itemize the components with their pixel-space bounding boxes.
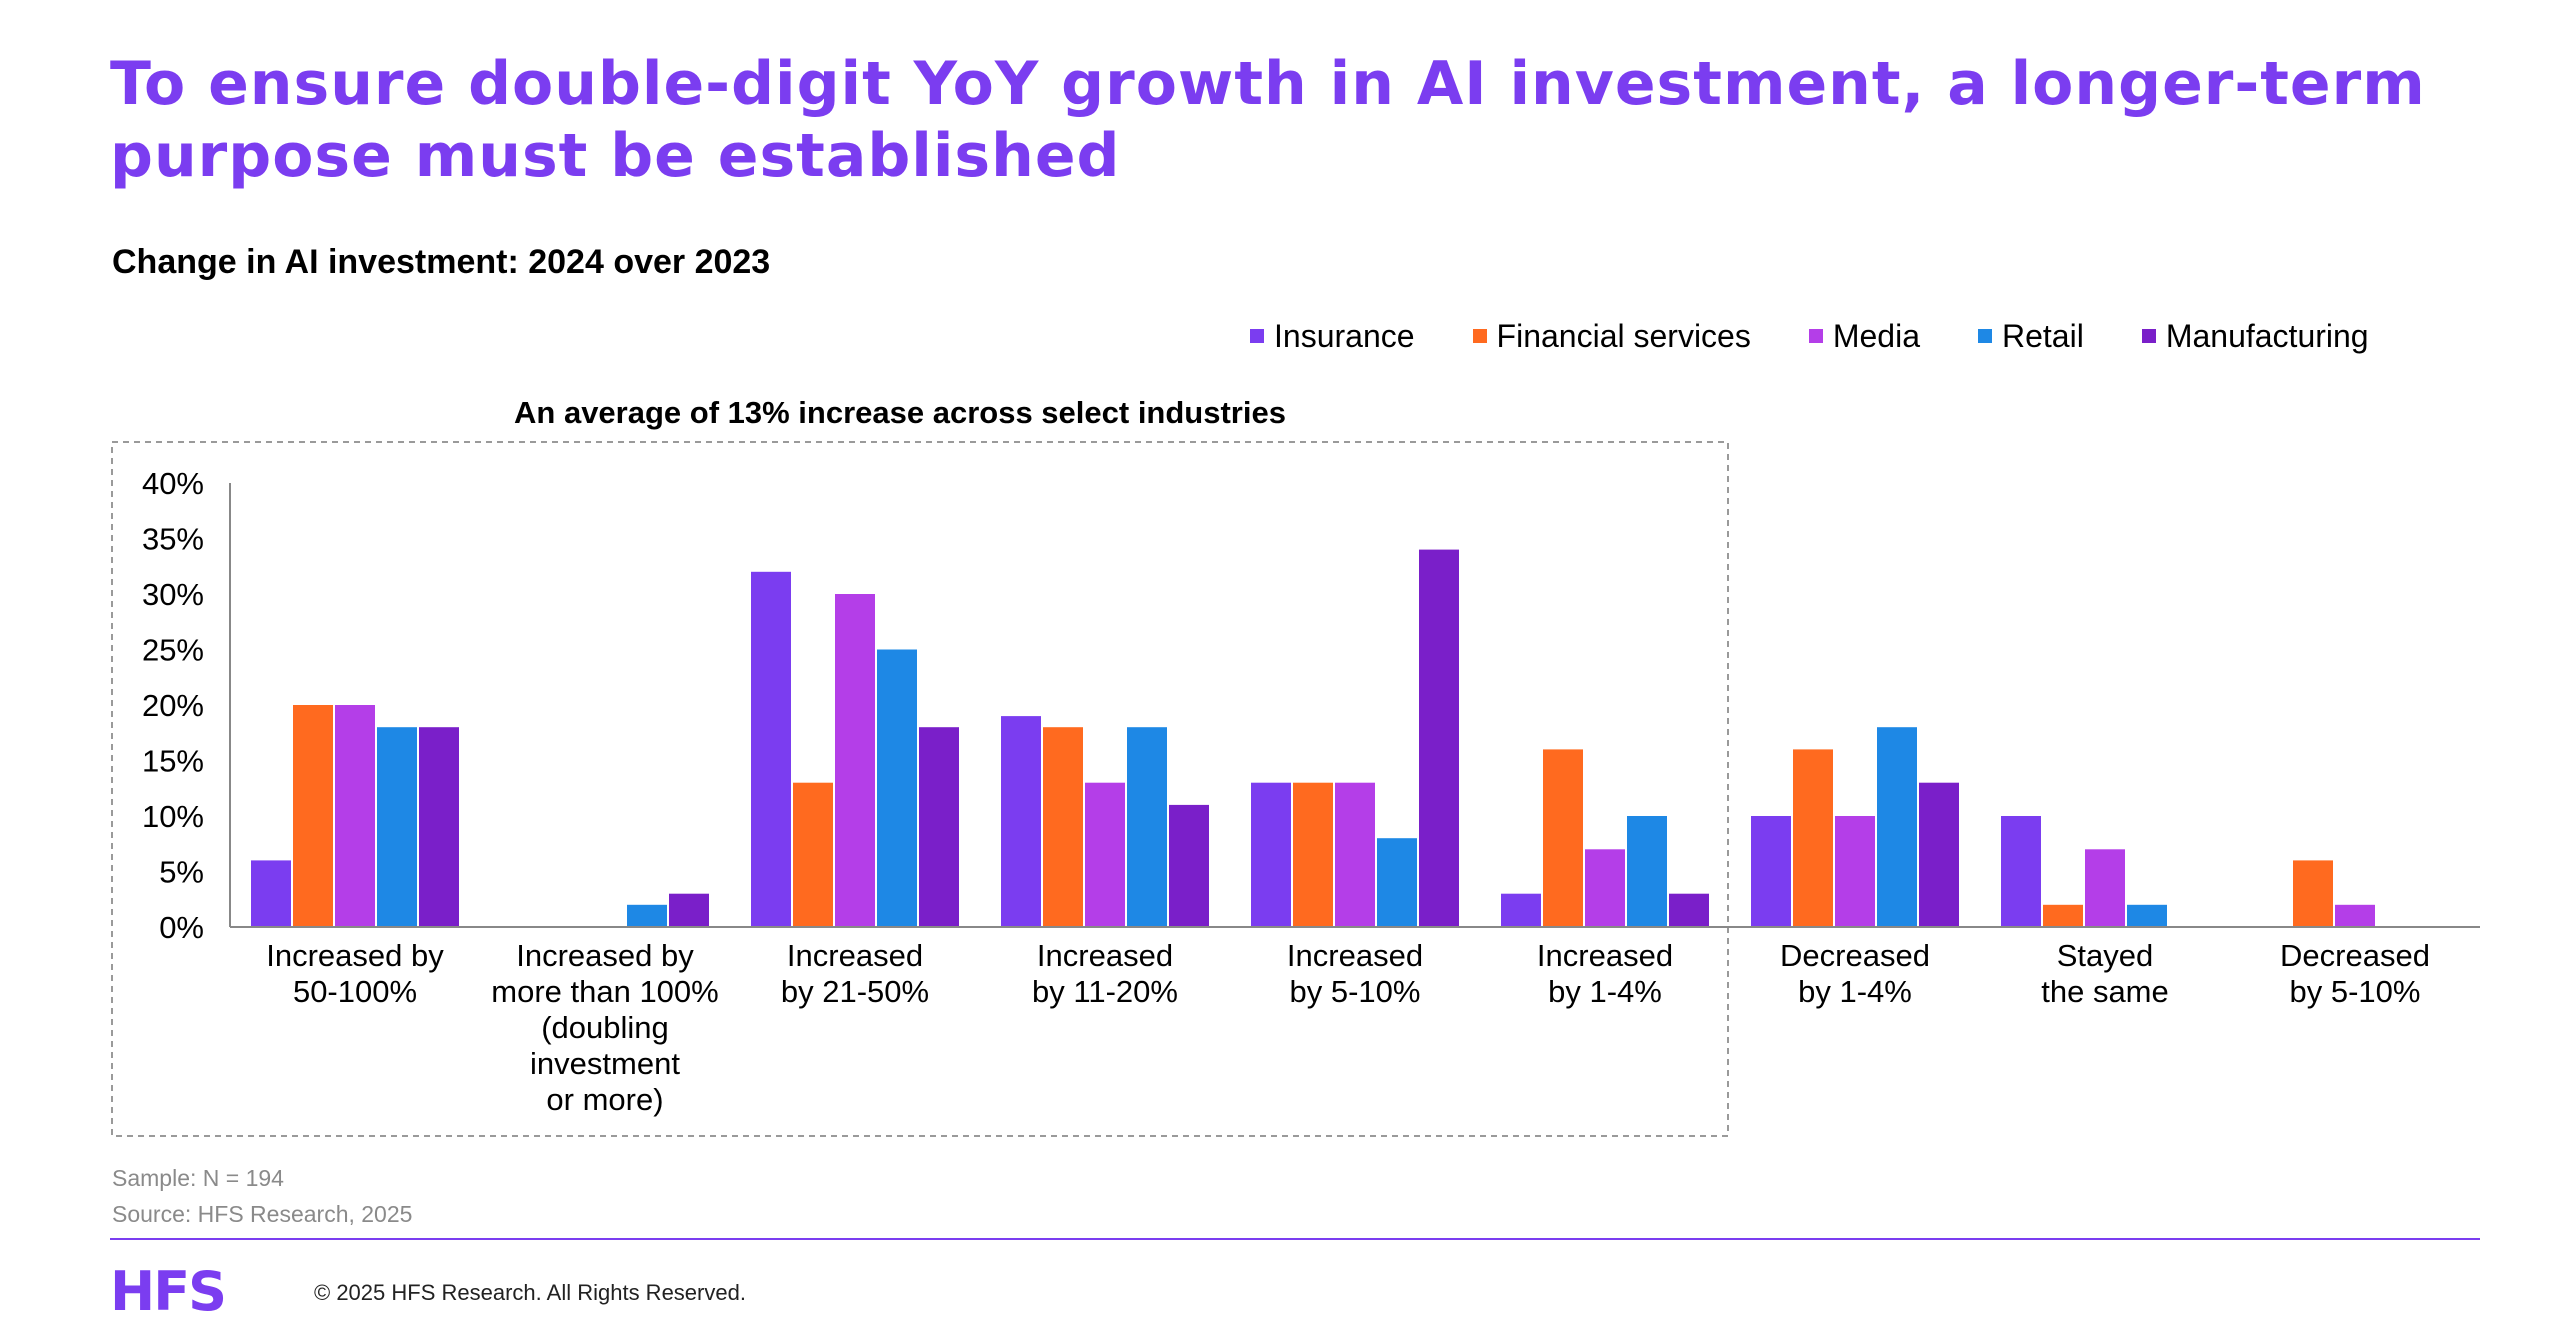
y-tick-label: 30% <box>142 577 204 612</box>
bar-3-4 <box>1377 838 1417 927</box>
legend-swatch <box>1808 329 1823 343</box>
bar-4-0 <box>419 727 459 927</box>
x-tick-label: Increased by 21-50% <box>781 938 929 1009</box>
legend-label: Retail <box>2002 317 2084 354</box>
source-note: Source: HFS Research, 2025 <box>112 1201 413 1227</box>
bar-2-6 <box>1835 816 1875 927</box>
bar-4-3 <box>1169 804 1209 927</box>
y-tick-label: 25% <box>142 633 204 668</box>
chart-notes: Sample: N = 194 Source: HFS Research, 20… <box>112 1160 412 1232</box>
x-tick-label: Increased by 1-4% <box>1537 938 1673 1009</box>
y-tick-label: 15% <box>142 744 204 779</box>
bar-0-5 <box>1501 893 1541 927</box>
bar-2-0 <box>335 705 375 927</box>
chart-legend: Insurance Financial services Media Retail Ma… <box>1250 315 2369 357</box>
legend-swatch <box>1472 329 1487 343</box>
x-tick-label: Increased by 50-100% <box>266 938 444 1009</box>
highlight-box <box>111 441 1729 1137</box>
footer-divider <box>110 1238 2480 1240</box>
page-title: To ensure double-digit YoY growth in AI … <box>110 49 2426 191</box>
legend-item-5: Manufacturing <box>2141 317 2369 355</box>
x-tick-label: Stayed the same <box>2041 938 2169 1009</box>
y-tick-label: 40% <box>142 466 204 501</box>
bar-3-3 <box>1127 727 1167 927</box>
bar-chart: An average of 13% increase across select… <box>111 395 2480 1137</box>
bar-4-1 <box>669 893 709 927</box>
bar-1-7 <box>2043 904 2083 927</box>
legend-item-3: Media <box>1808 317 1920 355</box>
y-tick-label: 5% <box>159 855 204 890</box>
y-tick-label: 0% <box>159 910 204 945</box>
bar-0-7 <box>2001 816 2041 927</box>
bar-4-4 <box>1419 549 1459 927</box>
sample-note: Sample: N = 194 <box>112 1165 284 1191</box>
bar-4-5 <box>1669 893 1709 927</box>
x-tick-label: Decreased by 1-4% <box>1780 938 1930 1009</box>
legend-swatch <box>2141 329 2156 343</box>
legend-item-2: Financial services <box>1472 317 1751 355</box>
bar-1-5 <box>1543 749 1583 927</box>
x-tick-label: Increased by 5-10% <box>1287 938 1423 1009</box>
bar-3-1 <box>627 904 667 927</box>
chart-subtitle: Change in AI investment: 2024 over 2023 <box>112 243 771 281</box>
bar-3-5 <box>1627 816 1667 927</box>
legend-item-4: Retail <box>1978 318 2084 355</box>
bar-1-6 <box>1793 749 1833 927</box>
chart-annotation: An average of 13% increase across select… <box>514 395 1286 430</box>
x-tick-label: Decreased by 5-10% <box>2280 938 2430 1009</box>
bar-0-2 <box>751 571 791 927</box>
y-tick-label: 20% <box>142 688 204 723</box>
bar-0-0 <box>251 860 291 927</box>
legend-item-1: Insurance <box>1250 318 1415 355</box>
bar-4-2 <box>919 727 959 927</box>
x-tick-label: Increased by more than 100% (doubling inves… <box>491 938 718 1117</box>
legend-label: Insurance <box>1274 317 1415 354</box>
bar-0-4 <box>1251 782 1291 927</box>
bar-3-2 <box>877 649 917 927</box>
bar-2-2 <box>835 594 875 927</box>
hfs-logo: HFS <box>110 1260 227 1323</box>
bar-1-8 <box>2293 860 2333 927</box>
y-tick-label: 10% <box>142 799 204 834</box>
bar-3-6 <box>1877 727 1917 927</box>
bar-2-4 <box>1335 782 1375 927</box>
bar-3-0 <box>377 727 417 927</box>
bar-0-3 <box>1001 716 1041 927</box>
legend-swatch <box>1250 329 1264 343</box>
legend-label: Financial services <box>1496 317 1751 354</box>
y-tick-label: 35% <box>142 522 204 557</box>
bar-1-4 <box>1293 782 1333 927</box>
legend-label: Manufacturing <box>2165 317 2369 354</box>
bar-0-6 <box>1751 816 1791 927</box>
legend-swatch <box>1978 329 1992 343</box>
bar-4-6 <box>1919 782 1959 927</box>
bar-1-3 <box>1043 727 1083 927</box>
bar-3-7 <box>2127 904 2167 927</box>
x-tick-label: Increased by 11-20% <box>1032 938 1178 1009</box>
copyright-text: © 2025 HFS Research. All Rights Reserved… <box>314 1280 746 1305</box>
bar-2-7 <box>2085 849 2125 927</box>
legend-label: Media <box>1832 317 1920 354</box>
bar-2-8 <box>2335 904 2375 927</box>
bar-2-5 <box>1585 849 1625 927</box>
bar-1-2 <box>793 782 833 927</box>
bar-1-0 <box>293 705 333 927</box>
bar-2-3 <box>1085 782 1125 927</box>
